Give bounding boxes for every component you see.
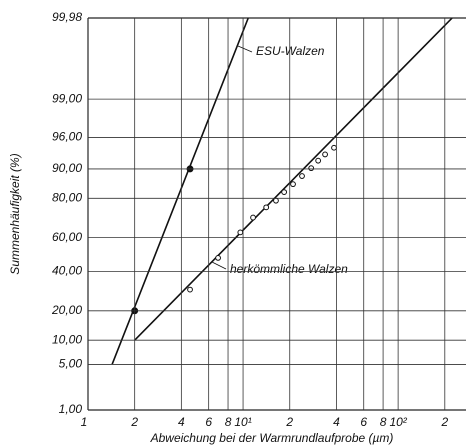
x-axis-title: Abweichung bei der Warmrundlaufprobe (µm… — [150, 431, 394, 445]
x-tick-label: 4 — [178, 415, 185, 429]
y-tick-label: 20,00 — [51, 303, 82, 317]
leader-line — [211, 261, 227, 270]
leader-line — [237, 45, 253, 53]
plot-area — [111, 18, 453, 365]
x-tick-label: 1 — [81, 415, 88, 429]
x-tick-label: 6 — [205, 415, 212, 429]
x-tick-label: 8 — [225, 415, 232, 429]
data-point — [273, 197, 279, 204]
y-tick-label: 99,00 — [52, 91, 82, 105]
data-point — [299, 173, 305, 179]
x-tick-label: 10¹ — [234, 415, 251, 429]
x-tick-label: 4 — [333, 415, 340, 429]
y-tick-label: 90,00 — [52, 161, 82, 175]
data-point — [263, 204, 270, 211]
data-point — [308, 165, 315, 172]
y-axis-title: Summenhäufigkeit (%) — [8, 153, 22, 274]
data-point — [315, 157, 322, 164]
y-tick-label: 96,00 — [52, 130, 82, 144]
data-point — [322, 151, 328, 158]
data-point — [187, 286, 193, 293]
data-point — [281, 189, 288, 196]
data-point — [250, 214, 256, 221]
y-tick-label: 5,00 — [59, 357, 83, 371]
series-annotation: herkömmliche Walzen — [230, 262, 348, 276]
data-point — [237, 229, 244, 236]
x-tick-label: 8 — [380, 415, 387, 429]
y-tick-label: 10,00 — [52, 332, 82, 346]
x-tick-label: 2 — [285, 415, 293, 429]
x-tick-label: 2 — [440, 415, 448, 429]
data-point — [215, 255, 221, 261]
data-point — [331, 144, 337, 151]
y-tick-label: 80,00 — [52, 190, 82, 204]
fit-line — [134, 18, 453, 341]
x-tick-label: 2 — [130, 415, 138, 429]
y-tick-label: 1,00 — [59, 402, 83, 416]
y-tick-label: 99,98 — [52, 10, 82, 24]
x-tick-label: 10² — [389, 415, 407, 429]
y-tick-label: 40,00 — [52, 264, 82, 278]
x-tick-label: 6 — [360, 415, 367, 429]
y-tick-label: 60,00 — [52, 230, 82, 244]
data-point — [290, 181, 296, 188]
series-annotation: ESU-Walzen — [256, 44, 325, 58]
